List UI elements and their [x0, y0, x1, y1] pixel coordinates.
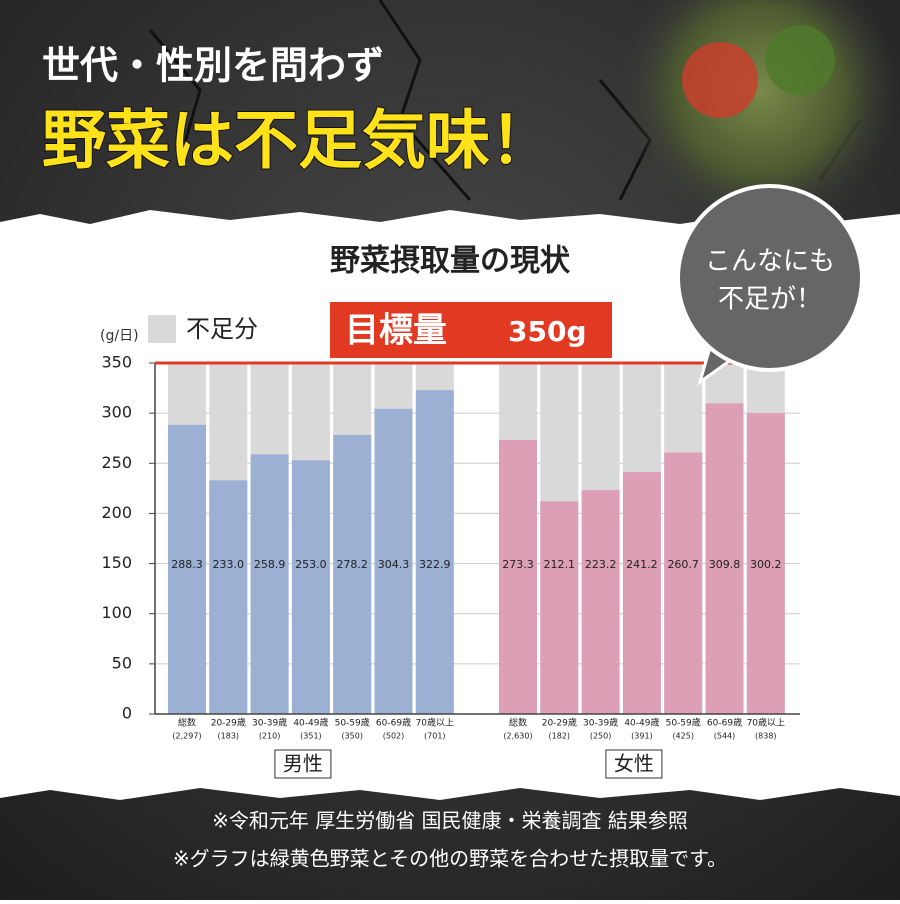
- sample-size: (210): [259, 732, 281, 741]
- x-tick-label: 50-59歳: [335, 717, 370, 729]
- callout-text: こんなにも: [705, 247, 835, 277]
- bar: [664, 452, 703, 714]
- bar: [415, 390, 454, 714]
- value-label: 253.0: [295, 558, 327, 571]
- sample-size: (351): [300, 732, 322, 741]
- sample-size: (250): [590, 732, 612, 741]
- group-label-box: [605, 749, 663, 779]
- value-label: 278.2: [336, 558, 368, 571]
- sample-size: (502): [383, 732, 405, 741]
- value-label: 300.2: [750, 558, 782, 571]
- x-tick-label: 40-49歳: [293, 717, 328, 729]
- sample-size: (391): [631, 732, 653, 741]
- x-tick-label: 70歳以上: [416, 717, 454, 729]
- bar: [581, 490, 620, 714]
- callout-bubble: [676, 184, 864, 372]
- chart-title: 野菜摂取量の現状: [330, 244, 571, 279]
- sample-size: (2,630): [503, 732, 532, 741]
- sample-size: (350): [341, 732, 363, 741]
- x-tick-label: 30-39歳: [583, 717, 618, 729]
- value-label: 223.2: [585, 558, 617, 571]
- x-tick-label: 40-49歳: [624, 717, 659, 729]
- broccoli: [765, 25, 835, 95]
- y-tick-label: 100: [101, 603, 132, 622]
- bar: [746, 412, 785, 714]
- y-tick-label: 250: [101, 453, 132, 472]
- x-tick-label: 50-59歳: [666, 717, 701, 729]
- value-label: 304.3: [378, 558, 410, 571]
- footer-note: ※グラフは緑黄色野菜とその他の野菜を合わせた摂取量です。: [173, 847, 727, 871]
- legend-swatch: [148, 315, 176, 343]
- x-tick-label: 総数: [178, 717, 196, 729]
- target-label: 目標量: [345, 311, 447, 351]
- value-label: 258.9: [254, 558, 286, 571]
- value-label: 309.8: [709, 558, 741, 571]
- bar: [374, 408, 413, 714]
- bar: [622, 472, 661, 714]
- value-label: 233.0: [213, 558, 245, 571]
- group-label: 女性: [614, 752, 654, 776]
- cracks: [148, 0, 862, 201]
- sample-size: (544): [714, 732, 736, 741]
- bar: [540, 501, 579, 714]
- y-tick-label: 0: [122, 704, 132, 723]
- footer-note: ※令和元年 厚生労働省 国民健康・栄養調査 結果参照: [212, 809, 688, 833]
- value-label: 260.7: [667, 558, 699, 571]
- y-tick-label: 350: [101, 353, 132, 372]
- bar: [209, 480, 248, 714]
- value-label: 322.9: [419, 558, 451, 571]
- x-tick-label: 20-29歳: [211, 717, 246, 729]
- bar: [168, 424, 206, 714]
- target-value-label: 350g: [508, 315, 587, 348]
- group-label: 男性: [283, 752, 323, 776]
- bar: [291, 460, 330, 714]
- value-label: 241.2: [626, 558, 658, 571]
- y-tick-label: 50: [112, 653, 132, 672]
- bar: [250, 454, 289, 714]
- sample-size: (183): [218, 732, 240, 741]
- x-tick-label: 30-39歳: [252, 717, 287, 729]
- y-tick-label: 150: [101, 553, 132, 572]
- x-tick-label: 60-69歳: [707, 717, 742, 729]
- value-label: 273.3: [502, 558, 534, 571]
- sample-size: (182): [549, 732, 571, 741]
- value-label: 288.3: [171, 558, 203, 571]
- bar: [333, 435, 372, 714]
- group-label-box: [274, 749, 332, 779]
- sample-size: (701): [424, 732, 446, 741]
- x-tick-label: 20-29歳: [542, 717, 577, 729]
- target-box: [330, 302, 612, 358]
- y-tick-label: 300: [101, 403, 132, 422]
- bar: [499, 439, 537, 714]
- headline: 世代・性別を問わず: [42, 44, 384, 88]
- sample-size: (2,297): [172, 732, 201, 741]
- legend-label: 不足分: [186, 315, 258, 343]
- sample-size: (425): [672, 732, 694, 741]
- callout-text: 不足が！: [718, 285, 822, 315]
- headline-emphasis: 野菜は不足気味！: [42, 105, 554, 179]
- tomato: [682, 42, 758, 118]
- bar: [705, 403, 744, 714]
- value-label: 212.1: [544, 558, 576, 571]
- x-tick-label: 60-69歳: [376, 717, 411, 729]
- sample-size: (838): [755, 732, 777, 741]
- x-tick-label: 総数: [509, 717, 527, 729]
- y-unit: (g/日): [100, 328, 139, 344]
- x-tick-label: 70歳以上: [747, 717, 785, 729]
- y-tick-label: 200: [101, 503, 132, 522]
